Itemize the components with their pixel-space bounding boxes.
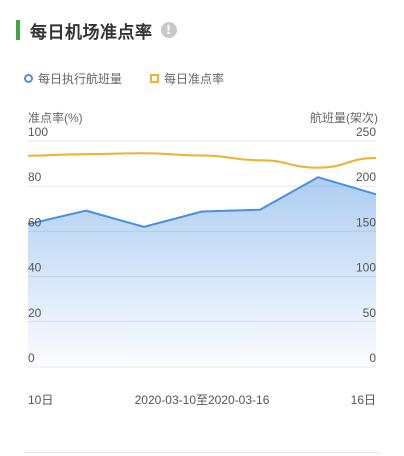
- y-left-tick: 40: [28, 261, 42, 275]
- y-right-tick: 0: [369, 351, 376, 365]
- y-left-axis-title: 准点率(%): [28, 110, 83, 125]
- ontime-line: [27, 152, 377, 169]
- y-right-tick: 250: [356, 125, 376, 139]
- y-left-tick: 20: [28, 306, 42, 320]
- legend-label-flights: 每日执行航班量: [38, 72, 123, 86]
- title-accent-bar: [16, 20, 20, 40]
- x-tick-range: 2020-03-10至2020-03-16: [135, 393, 270, 407]
- legend-circle-icon: [24, 74, 33, 83]
- y-left-tick: 100: [28, 125, 48, 139]
- card-bottom-divider: [24, 452, 380, 453]
- legend-item-ontime[interactable]: 每日准点率: [150, 70, 224, 87]
- y-left-tick: 0: [28, 351, 35, 365]
- card-header: 每日机场准点率 !: [16, 18, 177, 42]
- card-title: 每日机场准点率: [30, 22, 153, 42]
- chart-legend: 每日执行航班量 每日准点率: [24, 70, 252, 87]
- y-right-tick: 50: [363, 306, 377, 320]
- flights-line: [27, 176, 377, 228]
- flights-area: [28, 177, 376, 367]
- y-left-tick: 60: [28, 215, 42, 229]
- exclamation-icon[interactable]: !: [160, 22, 177, 38]
- y-left-tick: 80: [28, 170, 42, 184]
- y-right-tick: 100: [356, 261, 376, 275]
- legend-square-icon: [150, 74, 160, 83]
- x-tick-start: 10日: [28, 393, 53, 407]
- y-right-axis-title: 航班量(架次): [310, 110, 378, 125]
- legend-item-flights[interactable]: 每日执行航班量: [24, 70, 122, 87]
- x-tick-end: 16日: [351, 393, 376, 407]
- y-right-tick: 150: [356, 215, 376, 229]
- legend-label-ontime: 每日准点率: [164, 72, 225, 86]
- y-right-tick: 200: [356, 170, 376, 184]
